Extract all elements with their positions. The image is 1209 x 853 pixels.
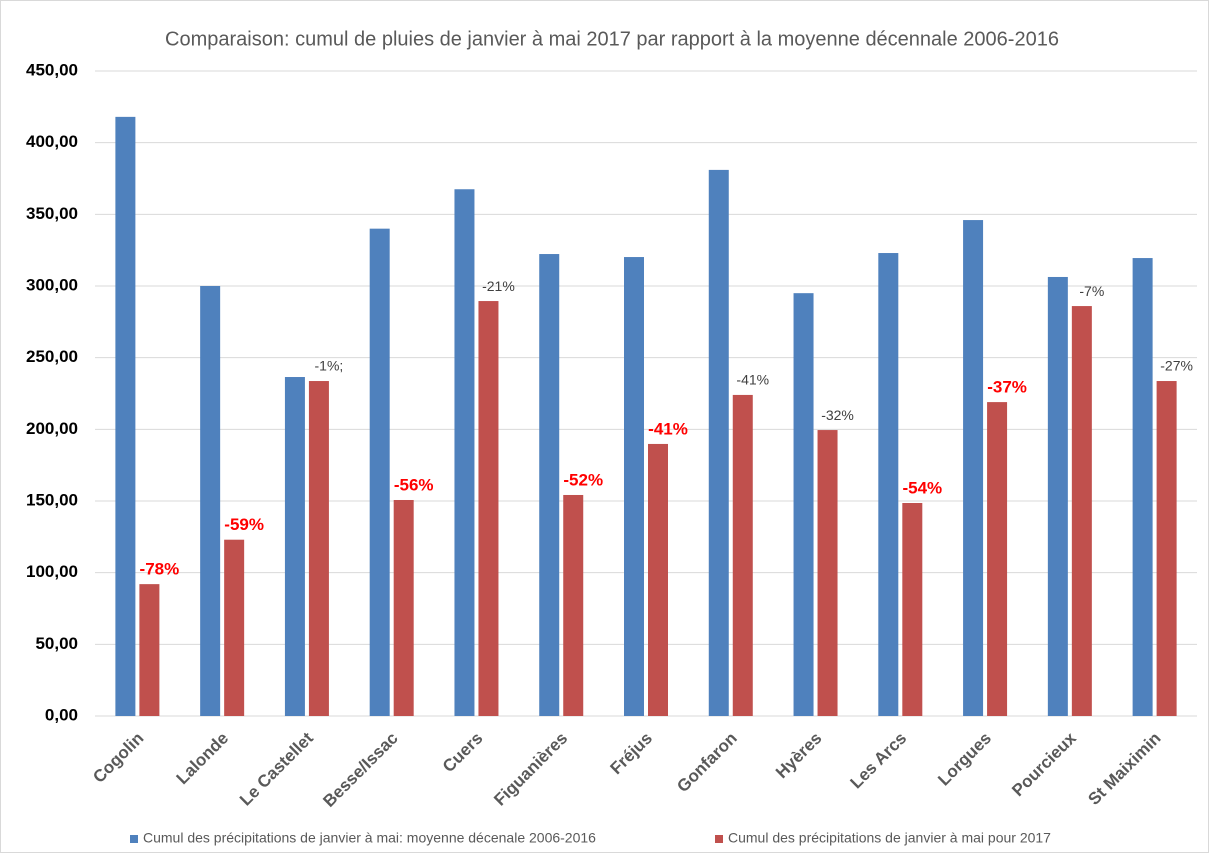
- y-tick-label: 150,00: [26, 490, 78, 509]
- bar: [454, 189, 475, 716]
- annotation: -32%: [821, 407, 854, 423]
- legend-swatch: [130, 835, 138, 843]
- bar: [478, 301, 499, 716]
- y-tick-label: 100,00: [26, 562, 78, 581]
- bar: [115, 116, 136, 716]
- bar: [393, 499, 414, 716]
- bar: [1156, 381, 1177, 716]
- annotation: -54%: [902, 478, 942, 497]
- bar: [902, 503, 923, 716]
- bar: [369, 228, 390, 716]
- legend-swatch: [715, 835, 723, 843]
- y-tick-label: 250,00: [26, 347, 78, 366]
- legend-label: Cumul des précipitations de janvier à ma…: [728, 830, 1051, 846]
- y-tick-label: 450,00: [26, 60, 78, 79]
- y-tick-label: 300,00: [26, 275, 78, 294]
- bar: [1132, 258, 1153, 716]
- chart-title: Comparaison: cumul de pluies de janvier …: [165, 28, 1059, 50]
- annotation: -59%: [224, 515, 264, 534]
- bar: [987, 402, 1008, 716]
- legend-label: Cumul des précipitations de janvier à ma…: [143, 830, 596, 846]
- annotation: -78%: [140, 560, 180, 579]
- bar: [284, 377, 305, 716]
- annotation: -27%: [1160, 358, 1193, 374]
- bar: [732, 394, 753, 716]
- bar: [624, 257, 644, 716]
- annotation: -56%: [394, 475, 434, 494]
- annotation: -41%: [736, 372, 769, 388]
- annotation: -41%: [648, 419, 688, 438]
- bar: [200, 286, 221, 716]
- bar: [793, 293, 814, 716]
- y-tick-label: 350,00: [26, 204, 78, 223]
- bar: [878, 253, 899, 717]
- bar: [1071, 306, 1092, 716]
- y-tick-label: 200,00: [26, 419, 78, 438]
- bar: [1047, 276, 1068, 716]
- bar: [648, 443, 668, 716]
- annotation: -21%: [482, 278, 515, 294]
- bar: [139, 584, 160, 716]
- annotation: -52%: [563, 470, 603, 489]
- bar: [817, 430, 838, 716]
- bar: [563, 494, 584, 716]
- bar: [224, 539, 245, 716]
- y-tick-label: 50,00: [35, 634, 78, 653]
- annotation: -1%;: [315, 358, 344, 374]
- bar: [539, 254, 560, 716]
- annotation: -37%: [987, 378, 1027, 397]
- y-tick-label: 0,00: [45, 705, 78, 724]
- bar: [963, 220, 984, 717]
- bar: [708, 169, 729, 716]
- bar: [308, 381, 329, 716]
- y-tick-label: 400,00: [26, 132, 78, 151]
- annotation: -7%: [1079, 283, 1104, 299]
